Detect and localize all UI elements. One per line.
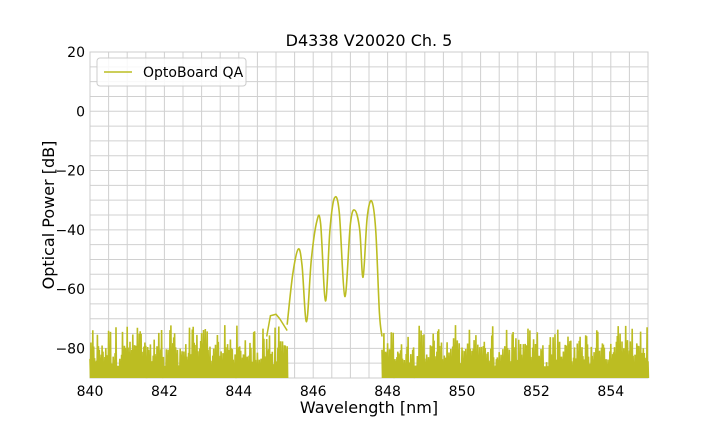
x-tick-label: 840 [77, 384, 104, 400]
legend-entry-label: OptoBoard QA [143, 65, 244, 81]
x-axis-label: Wavelength [nm] [300, 398, 438, 417]
legend-box [96, 57, 247, 87]
grid [90, 52, 648, 378]
x-tick-label: 852 [523, 384, 550, 400]
x-tick-label: 844 [225, 384, 252, 400]
x-tick-label: 842 [151, 384, 178, 400]
x-tick-label: 848 [374, 384, 401, 400]
y-tick-label: −60 [55, 282, 85, 298]
noise-floor-trace [381, 325, 650, 379]
chart-title: D4338 V20020 Ch. 5 [286, 31, 453, 50]
legend: OptoBoard QA [96, 57, 247, 87]
noise-floor-trace [89, 325, 289, 379]
x-tick-label: 850 [449, 384, 476, 400]
y-tick-label: −20 [55, 164, 85, 180]
x-tick-label: 846 [300, 384, 327, 400]
series [89, 195, 650, 379]
x-tick-label: 854 [597, 384, 624, 400]
y-tick-label: 0 [76, 104, 85, 120]
y-tick-label: −80 [55, 341, 85, 357]
plot-frame [89, 51, 649, 379]
signal-trace [286, 195, 383, 337]
y-tick-label: −40 [55, 223, 85, 239]
shoulder-trace [265, 313, 288, 337]
ticks: 840 842 844 846 848 850 852 854 20 0 −20 −40 −60 −80 [55, 45, 624, 400]
y-axis-label: Optical Power [dB] [39, 141, 58, 290]
y-tick-label: 20 [67, 45, 85, 61]
